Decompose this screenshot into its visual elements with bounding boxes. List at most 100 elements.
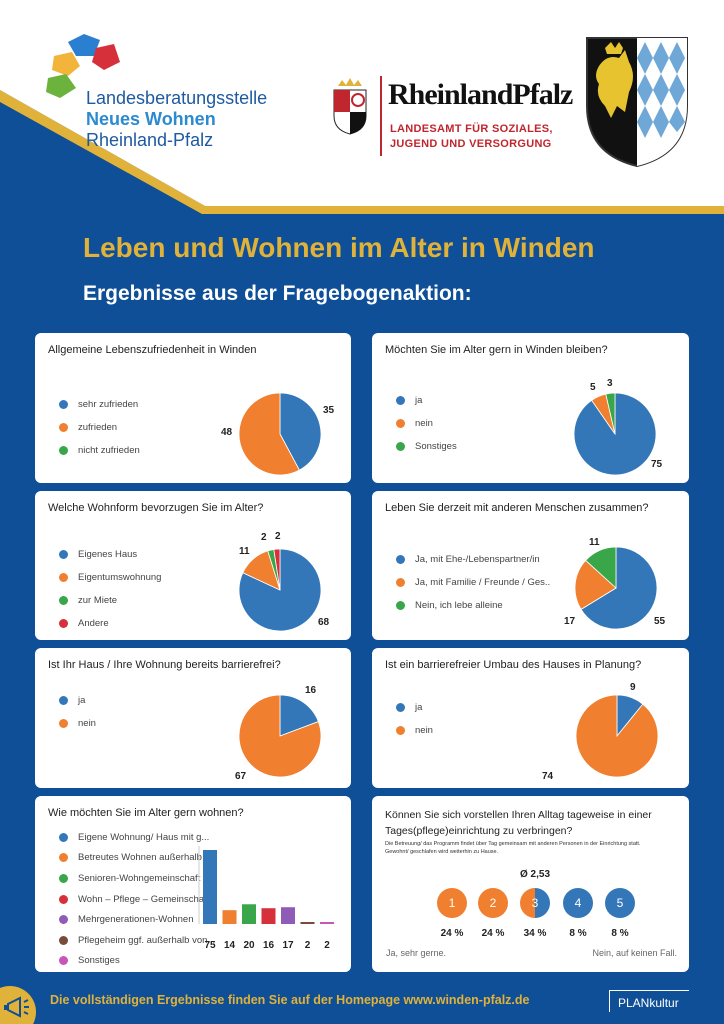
- scale-option: 3: [520, 888, 550, 918]
- legend-item: Eigenes Haus: [59, 543, 161, 566]
- legend-label: zur Miete: [78, 595, 118, 606]
- question-title: Allgemeine Lebenszufriedenheit in Winden: [48, 344, 257, 356]
- winden-crest-icon: [586, 37, 688, 168]
- legend-label: Betreutes Wohnen außerhalb ...: [78, 852, 213, 864]
- legend-dot: [396, 419, 405, 428]
- legend-label: Ja, mit Ehe-/Lebenspartner/in: [415, 554, 540, 565]
- rlp-coat-of-arms-icon: [333, 78, 367, 135]
- scale-percent: 24 %: [481, 928, 505, 939]
- legend: Eigenes Haus Eigentumswohnung zur Miete …: [59, 543, 161, 635]
- bar: [320, 922, 334, 924]
- bar: [300, 922, 315, 924]
- scale-percent: 24 %: [440, 928, 464, 939]
- legend-item: ja: [396, 696, 433, 719]
- bar: [261, 908, 276, 924]
- legend-label: ja: [415, 702, 423, 713]
- legend-label: Eigenes Haus: [78, 549, 138, 560]
- card-stay: Möchten Sie im Alter gern in Winden blei…: [372, 333, 689, 483]
- legend-item: Mehrgenerationen-Wohnen: [59, 909, 215, 930]
- megaphone-icon: [0, 986, 36, 1024]
- legend-dot: [59, 400, 68, 409]
- card-living-together: Leben Sie derzeit mit anderen Menschen z…: [372, 491, 689, 640]
- legend-item: Ja, mit Ehe-/Lebenspartner/in: [396, 548, 550, 571]
- pie-slice: [574, 559, 617, 610]
- pie-value-label: 11: [589, 537, 600, 548]
- scale-right-label: Nein, auf keinen Fall.: [592, 948, 677, 958]
- pie-value-label: 55: [654, 616, 666, 627]
- legend: ja nein: [396, 696, 433, 742]
- legend-label: zufrieden: [78, 422, 118, 433]
- pie-slice: [605, 392, 616, 435]
- legend-dot: [396, 601, 405, 610]
- pie-value-label: 16: [305, 685, 317, 696]
- legend-item: zur Miete: [59, 589, 161, 612]
- pie-slice: [585, 546, 617, 589]
- legend-label: sehr zufrieden: [78, 399, 139, 410]
- pie-value-label: 11: [239, 546, 250, 557]
- question-line-1: Können Sie sich vorstellen Ihren Alltag …: [385, 809, 652, 821]
- org-name: Landesberatungsstelle Neues Wohnen Rhein…: [86, 88, 267, 151]
- page-subtitle: Ergebnisse aus der Fragebogenaktion:: [83, 282, 472, 305]
- scale-left-label: Ja, sehr gerne.: [386, 948, 447, 958]
- legend-label: Mehrgenerationen-Wohnen: [78, 914, 194, 926]
- pie-value-label: 2: [261, 532, 267, 543]
- legend-dot: [59, 596, 68, 605]
- pie-chart: [238, 392, 322, 476]
- legend-item: nein: [396, 719, 433, 742]
- legend-dot: [396, 726, 405, 735]
- legend-label: Sonstiges: [78, 955, 120, 967]
- rlp-divider: [380, 76, 382, 156]
- legend-label: Andere: [78, 618, 109, 629]
- rlp-subtitle: LANDESAMT FÜR SOZIALES, JUGEND UND VERSO…: [390, 122, 553, 152]
- bar-value-label: 16: [262, 940, 275, 951]
- legend-dot: [396, 578, 405, 587]
- legend-label: Ja, mit Familie / Freunde / Ges..: [415, 577, 551, 588]
- bar-value-label: 2: [304, 940, 311, 951]
- question-note: Die Betreuung/ das Programm findet über …: [385, 841, 695, 856]
- pie-value-label: 9: [630, 682, 636, 693]
- legend-dot: [59, 446, 68, 455]
- page-title: Leben und Wohnen im Alter in Winden: [83, 232, 595, 263]
- bar-value-label: 14: [223, 940, 236, 951]
- bar: [242, 904, 256, 924]
- bar: [203, 850, 217, 924]
- legend-dot: [59, 832, 68, 842]
- pie-value-label: 67: [235, 771, 247, 782]
- legend-item: Ja, mit Familie / Freunde / Ges..: [396, 571, 550, 594]
- pie-value-label: 74: [542, 771, 554, 782]
- pie-value-label: 5: [590, 382, 596, 393]
- legend: ja nein: [59, 689, 96, 735]
- question-title: Möchten Sie im Alter gern in Winden blei…: [385, 344, 608, 356]
- pie-chart: [238, 694, 322, 778]
- landesberatungsstelle-logo-icon: [46, 34, 120, 98]
- pie-value-label: 3: [607, 378, 613, 389]
- card-daycare: Können Sie sich vorstellen Ihren Alltag …: [372, 796, 689, 972]
- legend-item: ja: [396, 389, 457, 412]
- question-line-2: Tages(pflege)einrichtung zu verbringen?: [385, 825, 573, 837]
- legend-item: Betreutes Wohnen außerhalb ...: [59, 848, 215, 869]
- legend-dot: [396, 703, 405, 712]
- card-wishes: Wie möchten Sie im Alter gern wohnen? Ei…: [35, 796, 351, 972]
- pie-value-label: 35: [323, 405, 335, 416]
- legend-dot: [59, 719, 68, 728]
- pie-chart: [575, 694, 659, 778]
- legend-dot: [396, 442, 405, 451]
- pie-value-label: 2: [275, 531, 281, 542]
- plankultur-logo: PLANkultur: [609, 990, 689, 1012]
- legend-item: Andere: [59, 612, 161, 635]
- bar-value-label: 20: [243, 940, 255, 951]
- question-title: Ist ein barrierefreier Umbau des Hauses …: [385, 659, 642, 671]
- bar-value-label: 75: [204, 940, 216, 951]
- legend-item: nein: [59, 712, 96, 735]
- legend-label: ja: [415, 395, 423, 406]
- scale-percent: 8 %: [569, 928, 587, 939]
- legend-item: nicht zufrieden: [59, 439, 140, 462]
- legend-dot: [59, 696, 68, 705]
- legend: Ja, mit Ehe-/Lebenspartner/in Ja, mit Fa…: [396, 548, 550, 617]
- card-housing-form: Welche Wohnform bevorzugen Sie im Alter?…: [35, 491, 351, 640]
- legend-dot: [59, 873, 68, 883]
- legend-dot: [396, 555, 405, 564]
- pie-slice: [273, 548, 281, 591]
- pie-slice: [279, 392, 322, 471]
- pie-slice: [279, 694, 319, 737]
